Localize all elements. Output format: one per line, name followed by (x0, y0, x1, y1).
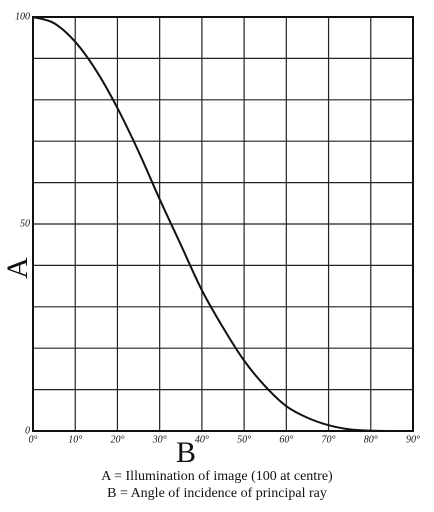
y-axis-label: A (1, 257, 34, 279)
x-tick-label: 70° (322, 434, 336, 445)
curve (32, 16, 414, 433)
plot-frame (32, 16, 414, 432)
y-tick-label: 0 (25, 425, 30, 436)
y-tick-label: 50 (20, 218, 30, 229)
x-tick-label: 10° (68, 434, 82, 445)
x-tick-label: 60° (279, 434, 293, 445)
x-tick-label: 30° (152, 434, 167, 445)
x-axis-label: B (176, 436, 196, 469)
x-tick-label: 80° (364, 434, 378, 445)
x-tick-label: 90° (406, 434, 420, 445)
y-tick-label: 100 (15, 11, 30, 22)
caption: B = Angle of incidence of principal ray (107, 486, 327, 501)
x-tick-label: 20° (110, 434, 124, 445)
caption: A = Illumination of image (100 at centre… (101, 469, 333, 484)
x-tick-label: 40° (195, 434, 209, 445)
x-tick-label: 0° (29, 434, 38, 445)
x-tick-label: 50° (237, 434, 251, 445)
